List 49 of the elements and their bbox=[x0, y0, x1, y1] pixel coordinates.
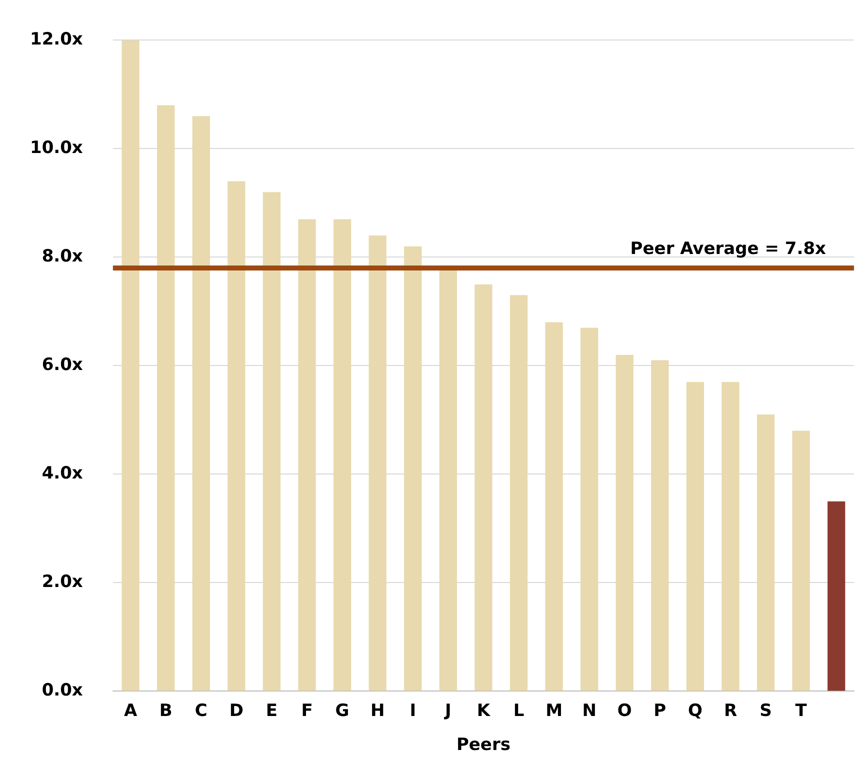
x-tick-label: C bbox=[194, 700, 208, 721]
y-tick-label: 12.0x bbox=[30, 30, 83, 50]
x-tick-label: H bbox=[370, 700, 385, 721]
bar bbox=[192, 116, 210, 691]
bar bbox=[122, 40, 140, 691]
x-tick-label: B bbox=[159, 700, 172, 721]
x-tick-label: O bbox=[617, 700, 632, 721]
x-tick-label: R bbox=[724, 700, 738, 721]
bar bbox=[368, 236, 386, 691]
x-tick-label: G bbox=[335, 700, 350, 721]
bar bbox=[722, 382, 740, 691]
x-tick-label: M bbox=[546, 700, 562, 721]
y-tick-label: 6.0x bbox=[42, 355, 83, 376]
y-tick-label: 0.0x bbox=[42, 680, 83, 701]
bar bbox=[686, 382, 704, 691]
bar bbox=[651, 360, 669, 691]
bar bbox=[404, 246, 422, 691]
y-tick-label: 10.0x bbox=[30, 138, 83, 158]
bar bbox=[756, 414, 775, 691]
bar bbox=[828, 501, 846, 691]
bar bbox=[298, 219, 316, 691]
bar bbox=[616, 354, 634, 691]
bar bbox=[792, 430, 810, 691]
bar bbox=[157, 105, 175, 691]
y-tick-label: 8.0x bbox=[42, 246, 83, 267]
bar bbox=[333, 219, 352, 691]
y-tick-label: 4.0x bbox=[42, 464, 83, 484]
x-tick-label: N bbox=[582, 700, 596, 721]
bar bbox=[580, 328, 598, 691]
x-tick-label: L bbox=[513, 700, 524, 721]
bar bbox=[474, 284, 492, 691]
x-tick-label: S bbox=[760, 700, 772, 721]
y-tick-label: 2.0x bbox=[42, 572, 83, 592]
x-tick-label: T bbox=[795, 700, 808, 721]
x-tick-label: F bbox=[301, 700, 313, 721]
x-tick-label: P bbox=[654, 700, 666, 721]
x-tick-label: I bbox=[410, 700, 416, 721]
x-tick-label: D bbox=[229, 700, 244, 721]
bar bbox=[545, 322, 563, 691]
x-tick-label: J bbox=[444, 700, 452, 721]
ref-line-label: Peer Average = 7.8x bbox=[630, 238, 826, 259]
bar bbox=[228, 181, 246, 691]
x-tick-label: K bbox=[476, 700, 491, 721]
x-tick-label: A bbox=[124, 700, 138, 721]
x-tick-label: E bbox=[266, 700, 278, 721]
bar bbox=[262, 192, 281, 691]
bar bbox=[510, 295, 528, 691]
x-tick-label: Q bbox=[688, 700, 702, 721]
x-axis-title: Peers bbox=[456, 735, 510, 756]
